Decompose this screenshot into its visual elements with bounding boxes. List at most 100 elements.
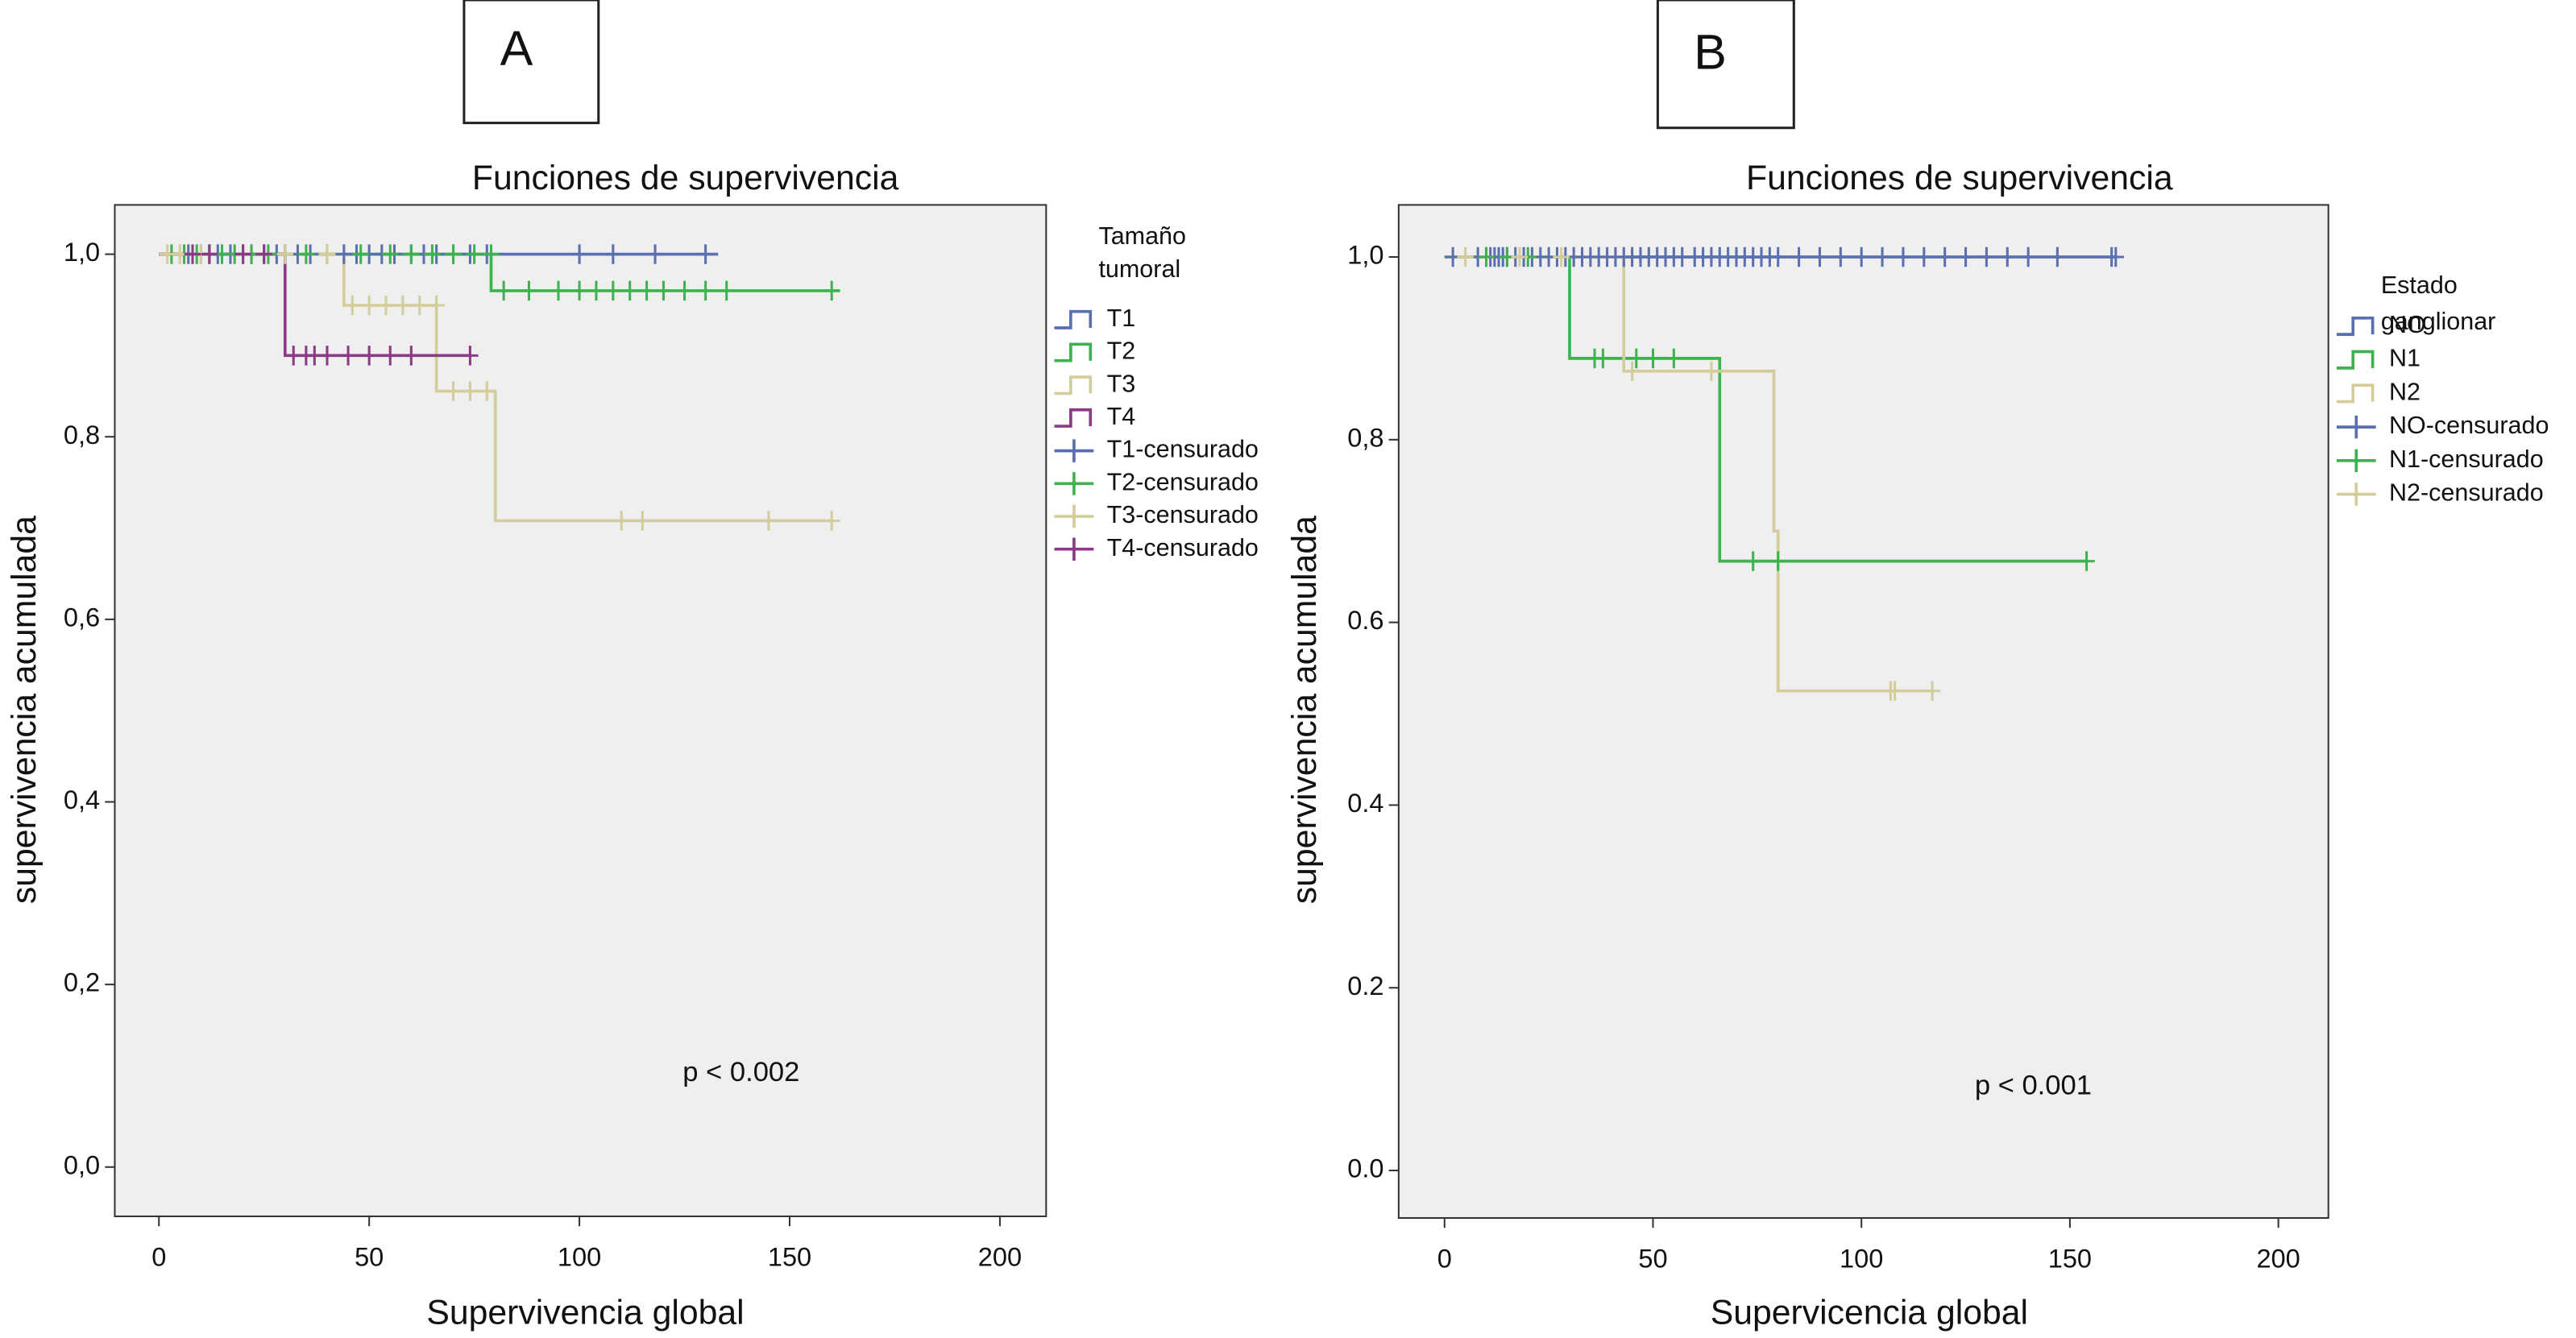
censor-mark [360, 295, 378, 316]
y-tick-label: 1,0 [64, 238, 100, 267]
x-tick-label: 150 [2048, 1245, 2092, 1274]
censor-mark [339, 346, 357, 366]
legend-label: T3 [1107, 370, 1136, 397]
censor-mark [1811, 246, 1828, 267]
censor-mark [2107, 246, 2124, 267]
y-tick-label: 0.0 [1347, 1154, 1383, 1183]
censor-mark [382, 346, 399, 366]
panel-label-box [463, 0, 600, 125]
legend-swatch [1054, 309, 1093, 329]
censor-mark [318, 346, 336, 366]
legend-label: T1 [1107, 304, 1136, 332]
censor-mark [1665, 348, 1682, 369]
y-tick-label: 0,0 [64, 1150, 100, 1179]
censor-mark [604, 280, 622, 301]
panel-label: B [1694, 24, 1727, 79]
y-tick-label: 0,2 [64, 968, 100, 997]
legend-label: T4 [1107, 403, 1136, 430]
x-axis-label: Supervicencia global [1711, 1293, 2028, 1332]
censor-mark [479, 381, 496, 401]
x-tick-label: 50 [1638, 1245, 1667, 1274]
legend-swatch [1054, 439, 1094, 462]
censor-mark [1915, 246, 1932, 267]
y-tick-label: 0.2 [1347, 971, 1383, 1000]
x-tick-label: 100 [1840, 1245, 1883, 1274]
censor-mark [1936, 246, 1953, 267]
censor-mark [621, 280, 638, 301]
censor-mark [676, 280, 693, 301]
censor-mark [466, 244, 483, 264]
y-axis-label: supervivencia acumulada [5, 516, 44, 904]
plot-area [114, 204, 1047, 1217]
censor-mark [2019, 246, 2037, 267]
panel-label-box [1656, 0, 1795, 130]
censor-mark [1873, 246, 1891, 267]
censor-mark [697, 244, 714, 264]
y-axis-label: supervivencia acumulada [1285, 516, 1324, 904]
y-tick-label: 0,6 [64, 603, 100, 632]
censor-mark [255, 244, 272, 264]
plot-area [1397, 204, 2329, 1220]
panel-label: A [500, 21, 533, 76]
y-tick-label: 0.4 [1347, 789, 1383, 818]
censor-mark [184, 244, 201, 264]
legend-label: N2-censurado [2389, 479, 2544, 507]
censor-mark [445, 381, 462, 401]
censor-mark [411, 295, 428, 316]
legend-label: T3-censurado [1107, 501, 1259, 528]
x-tick-label: 150 [768, 1242, 811, 1271]
y-tick-label: 0.6 [1347, 606, 1383, 635]
censor-mark [1769, 246, 1786, 267]
censor-mark [1478, 246, 1495, 267]
legend-swatch [1054, 472, 1094, 495]
survival-curve [1444, 255, 1933, 693]
censor-mark [2078, 551, 2095, 571]
censor-mark [718, 280, 735, 301]
censor-mark [276, 244, 293, 264]
chart-title: Funciones de supervivencia [1746, 159, 2173, 197]
censor-mark [2049, 246, 2066, 267]
censor-mark [1894, 246, 1912, 267]
censor-mark [570, 280, 588, 301]
censor-mark [495, 280, 512, 301]
censor-mark [823, 280, 840, 301]
censor-mark [760, 511, 778, 531]
censor-mark [1744, 551, 1761, 571]
censor-mark [1595, 348, 1612, 369]
censor-mark [483, 244, 500, 264]
censor-mark [1978, 246, 1995, 267]
censor-mark [318, 244, 336, 264]
censor-mark [297, 244, 315, 264]
y-tick-label: 1,0 [1347, 241, 1383, 270]
censor-mark [428, 295, 445, 316]
x-tick-label: 50 [355, 1242, 384, 1271]
censor-mark [424, 244, 441, 264]
legend-swatch [1054, 342, 1093, 362]
legend-swatch [1054, 408, 1093, 428]
censor-mark [1853, 246, 1870, 267]
censor-mark [1628, 348, 1645, 369]
censor-mark [445, 244, 462, 264]
censor-mark [1553, 246, 1570, 267]
x-tick-label: 0 [1437, 1245, 1452, 1274]
censor-mark [382, 244, 399, 264]
censor-mark [570, 244, 588, 264]
censor-mark [697, 280, 714, 301]
legend-swatch [2336, 316, 2375, 336]
legend-swatch [2336, 350, 2375, 370]
legend-title: ganglionar [2381, 308, 2496, 335]
legend-swatch [2336, 449, 2376, 473]
y-tick-label: 0,8 [64, 420, 100, 449]
censor-mark [234, 244, 251, 264]
legend-label: T2-censurado [1107, 468, 1259, 495]
x-tick-label: 200 [2256, 1245, 2300, 1274]
censor-mark [1886, 681, 1903, 701]
censor-mark [1769, 551, 1786, 571]
legend-swatch [1054, 504, 1094, 528]
censor-mark [646, 244, 664, 264]
legend-label: NO-censurado [2389, 412, 2549, 439]
legend-title: Tamaño [1098, 222, 1186, 250]
censor-mark [1624, 361, 1641, 381]
censor-mark [403, 346, 420, 366]
